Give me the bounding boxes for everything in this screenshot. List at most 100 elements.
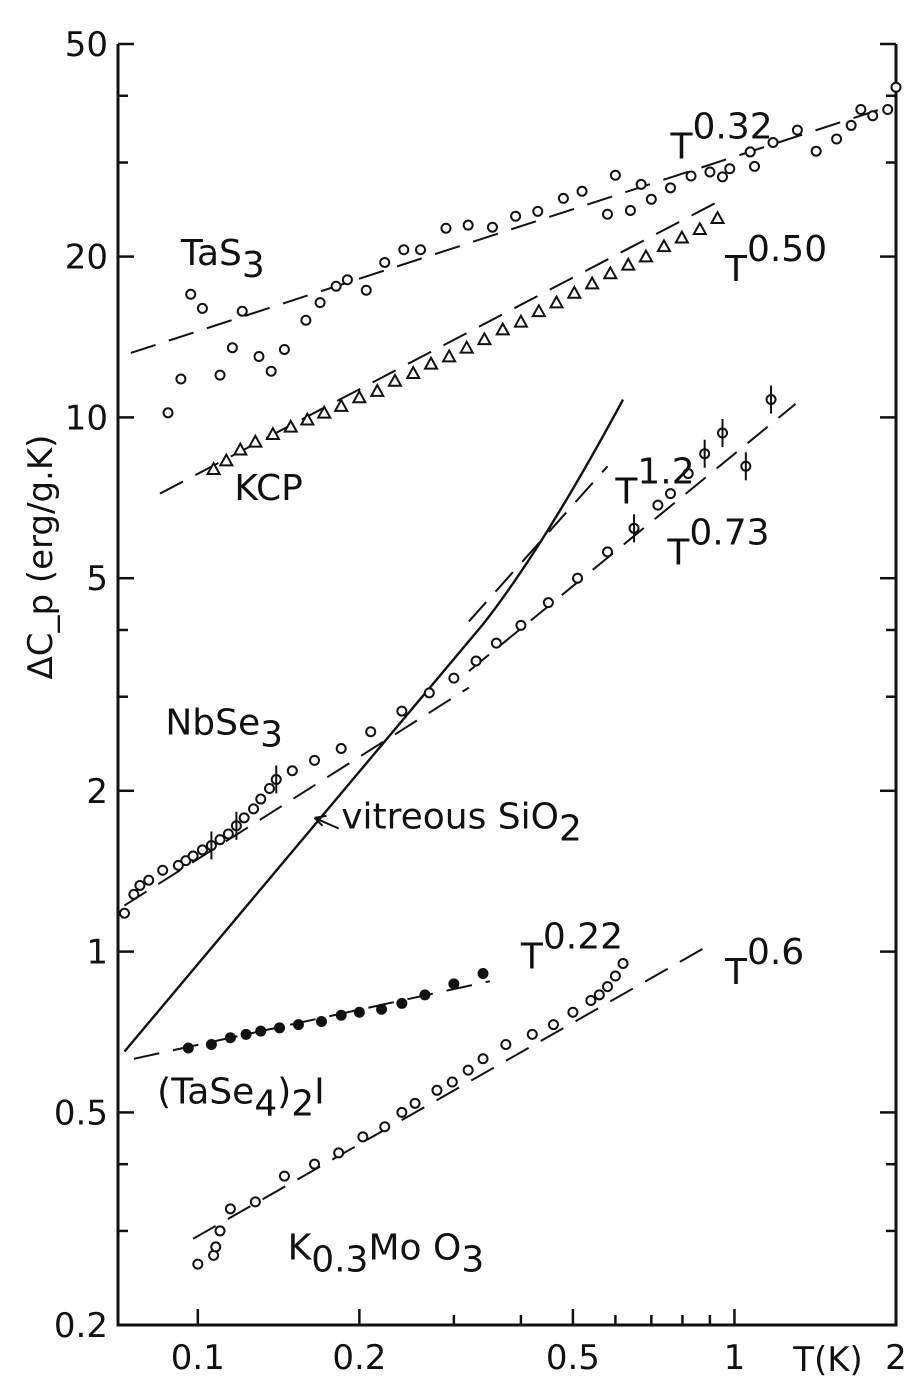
tas3-point [685, 170, 697, 182]
k03moo3-point [446, 1076, 458, 1088]
k03moo3-point [477, 1053, 489, 1065]
y-tick-label: 1 [86, 933, 108, 973]
taSe4-point [255, 1025, 267, 1037]
fit-nbse3-073-line [468, 403, 797, 672]
k03moo3-point [333, 1147, 345, 1159]
taSe4-point [396, 997, 408, 1009]
taSe4-point [205, 1039, 217, 1051]
nbse3-point [490, 637, 502, 649]
nbse3-point [157, 864, 169, 876]
nbse3-point [542, 597, 554, 609]
k03moo3-point [500, 1039, 512, 1051]
taSe4-point [292, 1019, 304, 1031]
nbse3-point [255, 793, 267, 805]
tas3-point [602, 208, 614, 220]
tas3-point [265, 365, 277, 377]
nbse3-point [423, 687, 435, 699]
k03moo3-point [357, 1131, 369, 1143]
nbse3-point [572, 572, 584, 584]
k03moo3-point [396, 1106, 408, 1118]
taSe4-point [448, 978, 460, 990]
nbse3-point [222, 828, 234, 840]
x-tick-label: 2 [885, 1338, 907, 1378]
nbse3-point [652, 499, 664, 511]
tas3-point [175, 373, 187, 385]
lbl-sio2: vitreous SiO2 [341, 796, 582, 849]
y-tick-label: 10 [65, 398, 108, 438]
taSe4-point [353, 1006, 365, 1018]
fit-nbse3-low-line [123, 686, 470, 907]
kcp-point [566, 284, 583, 299]
kcp-point [441, 348, 457, 363]
nbse3-point [238, 812, 250, 824]
k03moo3-point [602, 981, 614, 993]
tas3-point [486, 221, 498, 233]
nbse3-point [143, 874, 155, 886]
k03moo3-point [431, 1084, 443, 1096]
k03moo3-point [409, 1097, 421, 1109]
tas3-point [360, 284, 372, 296]
tas3-point [791, 124, 803, 136]
y-tick-label: 0.2 [54, 1306, 108, 1346]
tas3-point [510, 210, 522, 222]
k03moo3-point [526, 1028, 538, 1040]
tas3-point [415, 244, 427, 256]
lbl-t073: T0.73 [666, 513, 769, 574]
y-tick-label: 2 [86, 772, 108, 812]
tas3-point [749, 160, 761, 172]
lbl-t032: T0.32 [669, 107, 772, 168]
lbl-t06: T0.6 [724, 932, 804, 993]
tas3-point [300, 314, 312, 326]
tas3-point [330, 280, 342, 292]
taSe4-point [477, 967, 489, 979]
taSe4-point [182, 1042, 194, 1054]
lbl-t050: T0.50 [724, 229, 827, 290]
nbse3-point [335, 742, 347, 754]
tas3-point [867, 110, 879, 122]
kcp-point [316, 404, 332, 419]
lbl-tas3: TaS3 [180, 233, 265, 286]
tas3-point [882, 104, 894, 116]
k03moo3-point [192, 1258, 204, 1270]
annotations: TaS3 KCP NbSe3 vitreous SiO2 (TaSe4)2I K0.3Mo… [157, 107, 827, 1281]
kcp-point [620, 256, 636, 271]
tas3-point [226, 342, 238, 354]
kcp-point [602, 265, 618, 280]
tas3-point [744, 146, 756, 158]
kcp-point [638, 248, 654, 263]
vitreous-sio2-line [123, 398, 625, 1053]
k03moo3-point [593, 989, 605, 1001]
data-points [118, 81, 902, 1270]
kcp-point [459, 339, 475, 354]
tas3-point [855, 104, 867, 116]
lbl-t022: T0.22 [520, 916, 623, 977]
tas3-point [379, 256, 391, 268]
x-tick-label: 0.1 [171, 1338, 225, 1378]
k03moo3-point [585, 994, 597, 1006]
taSe4-point [335, 1009, 347, 1021]
taSe4-point [419, 989, 431, 1001]
y-tick-label: 5 [86, 559, 108, 599]
nbse3-point [248, 803, 260, 815]
k03moo3-point [309, 1158, 321, 1170]
tas3-point [624, 204, 636, 216]
nbse3-point [602, 546, 614, 558]
kcp-point [692, 221, 708, 236]
tas3-point [162, 407, 174, 419]
nbse3-point [515, 619, 527, 631]
sio2-arrowhead [313, 814, 327, 827]
k03moo3-point [210, 1241, 222, 1253]
y-tick-label: 20 [65, 238, 108, 278]
taSe4-point [274, 1022, 286, 1034]
kcp-point [405, 365, 421, 379]
nbse3-point [128, 888, 140, 900]
tas3-point [440, 222, 452, 234]
nbse3-point [187, 850, 199, 862]
lbl-t12: T1.2 [614, 451, 694, 512]
k03moo3-point [249, 1196, 261, 1208]
taSe4-point [240, 1028, 252, 1040]
kcp-point [495, 321, 511, 336]
kcp-point [218, 452, 235, 467]
tas3-point [253, 351, 265, 363]
kcp-point [709, 210, 726, 224]
